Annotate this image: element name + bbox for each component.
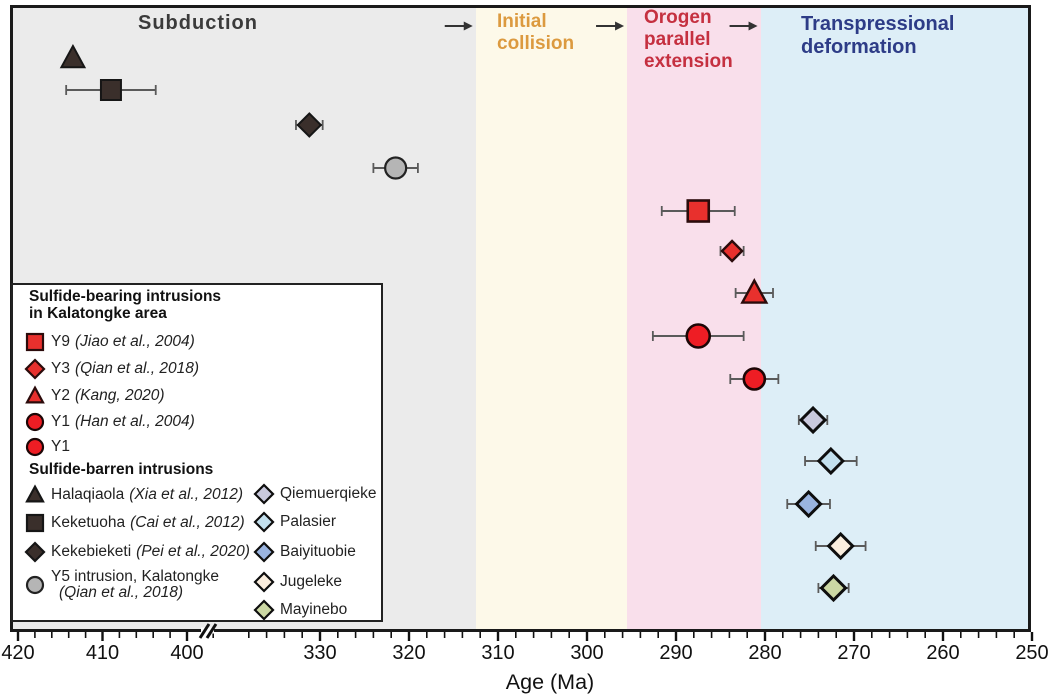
legend-box: Sulfide-bearing intrusions in Kalatongke… <box>11 283 383 622</box>
x-tick-label-290: 290 <box>659 642 692 664</box>
legend-item-keketuoha: Keketuoha (Cai et al., 2012) <box>22 511 245 535</box>
legend-item-kekebieketi: Kekebieketi (Pei et al., 2020) <box>22 540 250 564</box>
legend-label-y3-1: Y3 <box>51 360 70 377</box>
legend-cite-keketuoha: (Cai et al., 2012) <box>130 514 245 531</box>
legend-marker-shape-jugeleke <box>253 571 275 593</box>
legend-marker-keketuoha <box>25 513 45 533</box>
legend-label-qiemuerqieke: Qiemuerqieke <box>280 485 377 502</box>
legend-cite-kekebieketi: (Pei et al., 2020) <box>136 543 250 560</box>
legend-marker-y5-intrusion-kalatongke <box>25 575 45 595</box>
legend-cite-y1-3: (Han et al., 2004) <box>74 413 195 430</box>
legend-marker-shape-halaqiaola <box>25 484 45 503</box>
legend-label-baiyituobie: Baiyituobie <box>280 543 356 560</box>
legend-label-y2-2: Y2 <box>51 387 70 404</box>
phase-label-transpressional-deformation: Transpressional deformation <box>801 13 955 58</box>
x-tick-label-250: 250 <box>1015 642 1048 664</box>
x-tick-label-310: 310 <box>481 642 514 664</box>
legend-cite-halaqiaola: (Xia et al., 2012) <box>129 486 243 503</box>
legend-marker-y3-1 <box>24 358 46 380</box>
legend-cite-y2-2: (Kang, 2020) <box>74 387 165 404</box>
legend-marker-shape-y1-4 <box>25 437 45 457</box>
zone-orogen-parallel-extension <box>627 8 761 629</box>
legend-item-baiyituobie: Baiyituobie <box>251 540 356 564</box>
legend-title-sulfide-bearing: Sulfide-bearing intrusions in Kalatongke… <box>29 288 222 322</box>
legend-marker-shape-y2-2 <box>25 385 45 404</box>
legend-marker-baiyituobie <box>253 541 275 563</box>
legend-label-y5-intrusion-kalatongke: Y5 intrusion, Kalatongke (Qian et al., 20… <box>51 567 220 601</box>
phase-label-orogen-parallel-extension: Orogen parallel extension <box>644 7 733 72</box>
x-tick-label-320: 320 <box>392 642 425 664</box>
x-tick-label-300: 300 <box>570 642 603 664</box>
legend-marker-mayinebo <box>253 599 275 621</box>
x-axis-title: Age (Ma) <box>505 670 595 694</box>
x-tick-label-400: 400 <box>170 642 203 664</box>
legend-item-halaqiaola: Halaqiaola (Xia et al., 2012) <box>22 483 243 507</box>
legend-cite-y3-1: (Qian et al., 2018) <box>74 360 200 377</box>
legend-item-y1-3: Y1 (Han et al., 2004) <box>22 410 195 434</box>
legend-title-sulfide-bearing-line2: in Kalatongke area <box>29 304 167 322</box>
legend-title-sulfide-barren: Sulfide-barren intrusions <box>29 461 214 478</box>
legend-label-palasier: Palasier <box>280 513 336 530</box>
x-tick-label-330: 330 <box>303 642 336 664</box>
legend-marker-palasier <box>253 511 275 533</box>
legend-item-y2-2: Y2 (Kang, 2020) <box>22 384 165 408</box>
legend-label-y1-4: Y1 <box>51 438 70 455</box>
x-tick-label-280: 280 <box>748 642 781 664</box>
legend-marker-shape-y9-0 <box>25 332 45 352</box>
legend-item-y1-4: Y1 <box>22 435 70 459</box>
legend-item-y5-intrusion-kalatongke: Y5 intrusion, Kalatongke (Qian et al., 20… <box>22 566 219 604</box>
x-tick-label-420: 420 <box>1 642 34 664</box>
legend-marker-shape-palasier <box>253 511 275 533</box>
legend-marker-y1-3 <box>25 412 45 432</box>
legend-marker-shape-y1-3 <box>25 412 45 432</box>
legend-marker-y1-4 <box>25 437 45 457</box>
legend-marker-y2-2 <box>25 385 45 404</box>
legend-label-mayinebo: Mayinebo <box>280 601 348 618</box>
legend-label-y1-3: Y1 <box>51 413 70 430</box>
legend-marker-qiemuerqieke <box>253 483 275 505</box>
legend-item-mayinebo: Mayinebo <box>251 598 347 622</box>
legend-marker-jugeleke <box>253 571 275 593</box>
legend-marker-shape-mayinebo <box>253 599 275 621</box>
legend-item-y9-0: Y9 (Jiao et al., 2004) <box>22 330 195 354</box>
legend-marker-y9-0 <box>25 332 45 352</box>
phase-label-initial-collision: Initial collision <box>497 11 575 54</box>
legend-marker-shape-y3-1 <box>24 358 46 380</box>
legend-marker-shape-keketuoha <box>25 513 45 533</box>
x-tick-label-260: 260 <box>926 642 959 664</box>
legend-marker-shape-qiemuerqieke <box>253 483 275 505</box>
zone-transpressional-deformation <box>760 8 1028 629</box>
legend-cite-y5-intrusion-kalatongke: (Qian et al., 2018) <box>59 584 184 601</box>
zone-initial-collision <box>475 8 628 629</box>
legend-title-sulfide-bearing-line1: Sulfide-bearing intrusions <box>29 288 222 305</box>
legend-item-y3-1: Y3 (Qian et al., 2018) <box>22 357 199 381</box>
legend-label-jugeleke: Jugeleke <box>280 573 343 590</box>
legend-label-halaqiaola: Halaqiaola <box>51 486 125 503</box>
legend-item-qiemuerqieke: Qiemuerqieke <box>251 482 377 506</box>
legend-item-jugeleke: Jugeleke <box>251 570 342 594</box>
legend-marker-shape-baiyituobie <box>253 541 275 563</box>
legend-marker-halaqiaola <box>25 484 45 503</box>
legend-label-kekebieketi: Kekebieketi <box>51 543 132 560</box>
legend-label-keketuoha: Keketuoha <box>51 514 126 531</box>
legend-marker-shape-kekebieketi <box>24 541 46 563</box>
phase-label-subduction: Subduction <box>138 12 258 34</box>
legend-cite-y9-0: (Jiao et al., 2004) <box>74 333 195 350</box>
x-tick-label-410: 410 <box>86 642 119 664</box>
legend-marker-kekebieketi <box>24 541 46 563</box>
legend-label-y9-0: Y9 <box>51 333 70 350</box>
legend-marker-shape-y5-intrusion-kalatongke <box>25 575 45 595</box>
legend-item-palasier: Palasier <box>251 510 336 534</box>
x-tick-label-270: 270 <box>837 642 870 664</box>
